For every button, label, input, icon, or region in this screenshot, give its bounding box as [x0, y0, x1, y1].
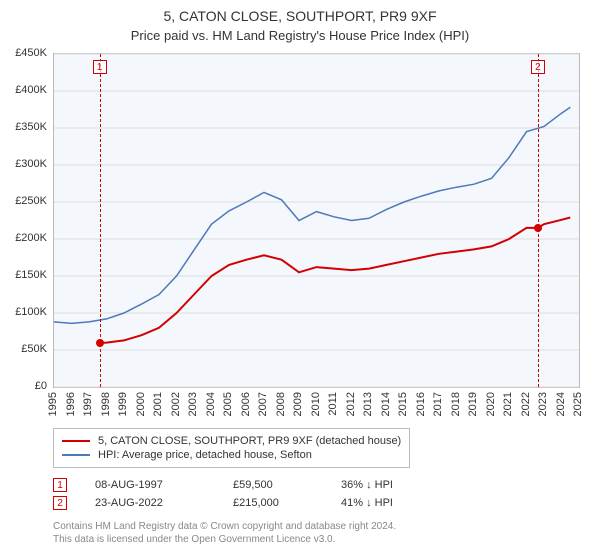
x-tick-label: 2019: [467, 392, 479, 416]
x-tick-label: 2009: [292, 392, 304, 416]
event-marker-label: 1: [93, 60, 107, 74]
y-tick-label: £400K: [15, 84, 47, 96]
legend-label: HPI: Average price, detached house, Seft…: [98, 449, 312, 461]
chart-series: [54, 54, 579, 387]
transaction-vs-hpi: 36% ↓ HPI: [341, 479, 393, 491]
x-tick-label: 1995: [47, 392, 59, 416]
y-tick-label: £0: [35, 380, 47, 392]
event-vline: [100, 54, 101, 387]
transaction-row: 1 08-AUG-1997 £59,500 36% ↓ HPI: [53, 478, 585, 492]
x-tick-label: 1996: [65, 392, 77, 416]
page-subtitle: Price paid vs. HM Land Registry's House …: [15, 28, 585, 43]
transactions-table: 1 08-AUG-1997 £59,500 36% ↓ HPI 2 23-AUG-2022…: [53, 478, 585, 510]
transaction-row: 2 23-AUG-2022 £215,000 41% ↓ HPI: [53, 496, 585, 510]
x-tick-label: 2008: [275, 392, 287, 416]
x-tick-label: 2013: [362, 392, 374, 416]
x-tick-label: 2016: [415, 392, 427, 416]
transaction-price: £215,000: [233, 497, 313, 509]
x-tick-label: 2024: [555, 392, 567, 416]
transaction-date: 08-AUG-1997: [95, 479, 205, 491]
transaction-marker: 2: [53, 496, 67, 510]
y-tick-label: £150K: [15, 269, 47, 281]
y-tick-label: £300K: [15, 158, 47, 170]
transaction-date: 23-AUG-2022: [95, 497, 205, 509]
x-tick-label: 2007: [257, 392, 269, 416]
x-tick-label: 2018: [450, 392, 462, 416]
x-tick-label: 2017: [432, 392, 444, 416]
legend-row: HPI: Average price, detached house, Seft…: [62, 449, 401, 461]
x-tick-label: 2025: [572, 392, 584, 416]
y-tick-label: £250K: [15, 195, 47, 207]
legend-swatch: [62, 440, 90, 442]
x-tick-label: 2011: [327, 392, 339, 416]
y-tick-label: £50K: [21, 343, 47, 355]
legend-row: 5, CATON CLOSE, SOUTHPORT, PR9 9XF (deta…: [62, 435, 401, 447]
x-tick-label: 2015: [397, 392, 409, 416]
footer-line: Contains HM Land Registry data © Crown c…: [53, 520, 585, 533]
transaction-vs-hpi: 41% ↓ HPI: [341, 497, 393, 509]
x-tick-label: 2022: [520, 392, 532, 416]
y-tick-label: £450K: [15, 47, 47, 59]
event-marker-label: 2: [531, 60, 545, 74]
x-tick-label: 2005: [222, 392, 234, 416]
x-tick-label: 2023: [537, 392, 549, 416]
legend-swatch: [62, 454, 90, 456]
legend-label: 5, CATON CLOSE, SOUTHPORT, PR9 9XF (deta…: [98, 435, 401, 447]
y-axis-labels: £0£50K£100K£150K£200K£250K£300K£350K£400…: [15, 53, 51, 386]
y-tick-label: £350K: [15, 121, 47, 133]
transaction-price: £59,500: [233, 479, 313, 491]
y-tick-label: £200K: [15, 232, 47, 244]
x-tick-label: 2014: [380, 392, 392, 416]
x-tick-label: 2006: [240, 392, 252, 416]
y-tick-label: £100K: [15, 306, 47, 318]
x-tick-label: 1998: [100, 392, 112, 416]
x-axis-labels: 1995199619971998199920002001200220032004…: [53, 388, 580, 420]
x-tick-label: 2001: [152, 392, 164, 416]
chart-plot-area: 12: [53, 53, 580, 388]
chart-legend: 5, CATON CLOSE, SOUTHPORT, PR9 9XF (deta…: [53, 428, 410, 468]
x-tick-label: 2003: [187, 392, 199, 416]
x-tick-label: 2010: [310, 392, 322, 416]
x-tick-label: 2012: [345, 392, 357, 416]
footer-attribution: Contains HM Land Registry data © Crown c…: [53, 520, 585, 546]
x-tick-label: 2020: [485, 392, 497, 416]
transaction-marker: 1: [53, 478, 67, 492]
page-title: 5, CATON CLOSE, SOUTHPORT, PR9 9XF: [15, 8, 585, 24]
x-tick-label: 2004: [205, 392, 217, 416]
x-tick-label: 1997: [82, 392, 94, 416]
event-vline: [538, 54, 539, 387]
price-point-marker: [96, 339, 104, 347]
footer-line: This data is licensed under the Open Gov…: [53, 533, 585, 546]
x-tick-label: 2021: [502, 392, 514, 416]
price-point-marker: [534, 224, 542, 232]
x-tick-label: 2002: [170, 392, 182, 416]
x-tick-label: 2000: [135, 392, 147, 416]
x-tick-label: 1999: [117, 392, 129, 416]
